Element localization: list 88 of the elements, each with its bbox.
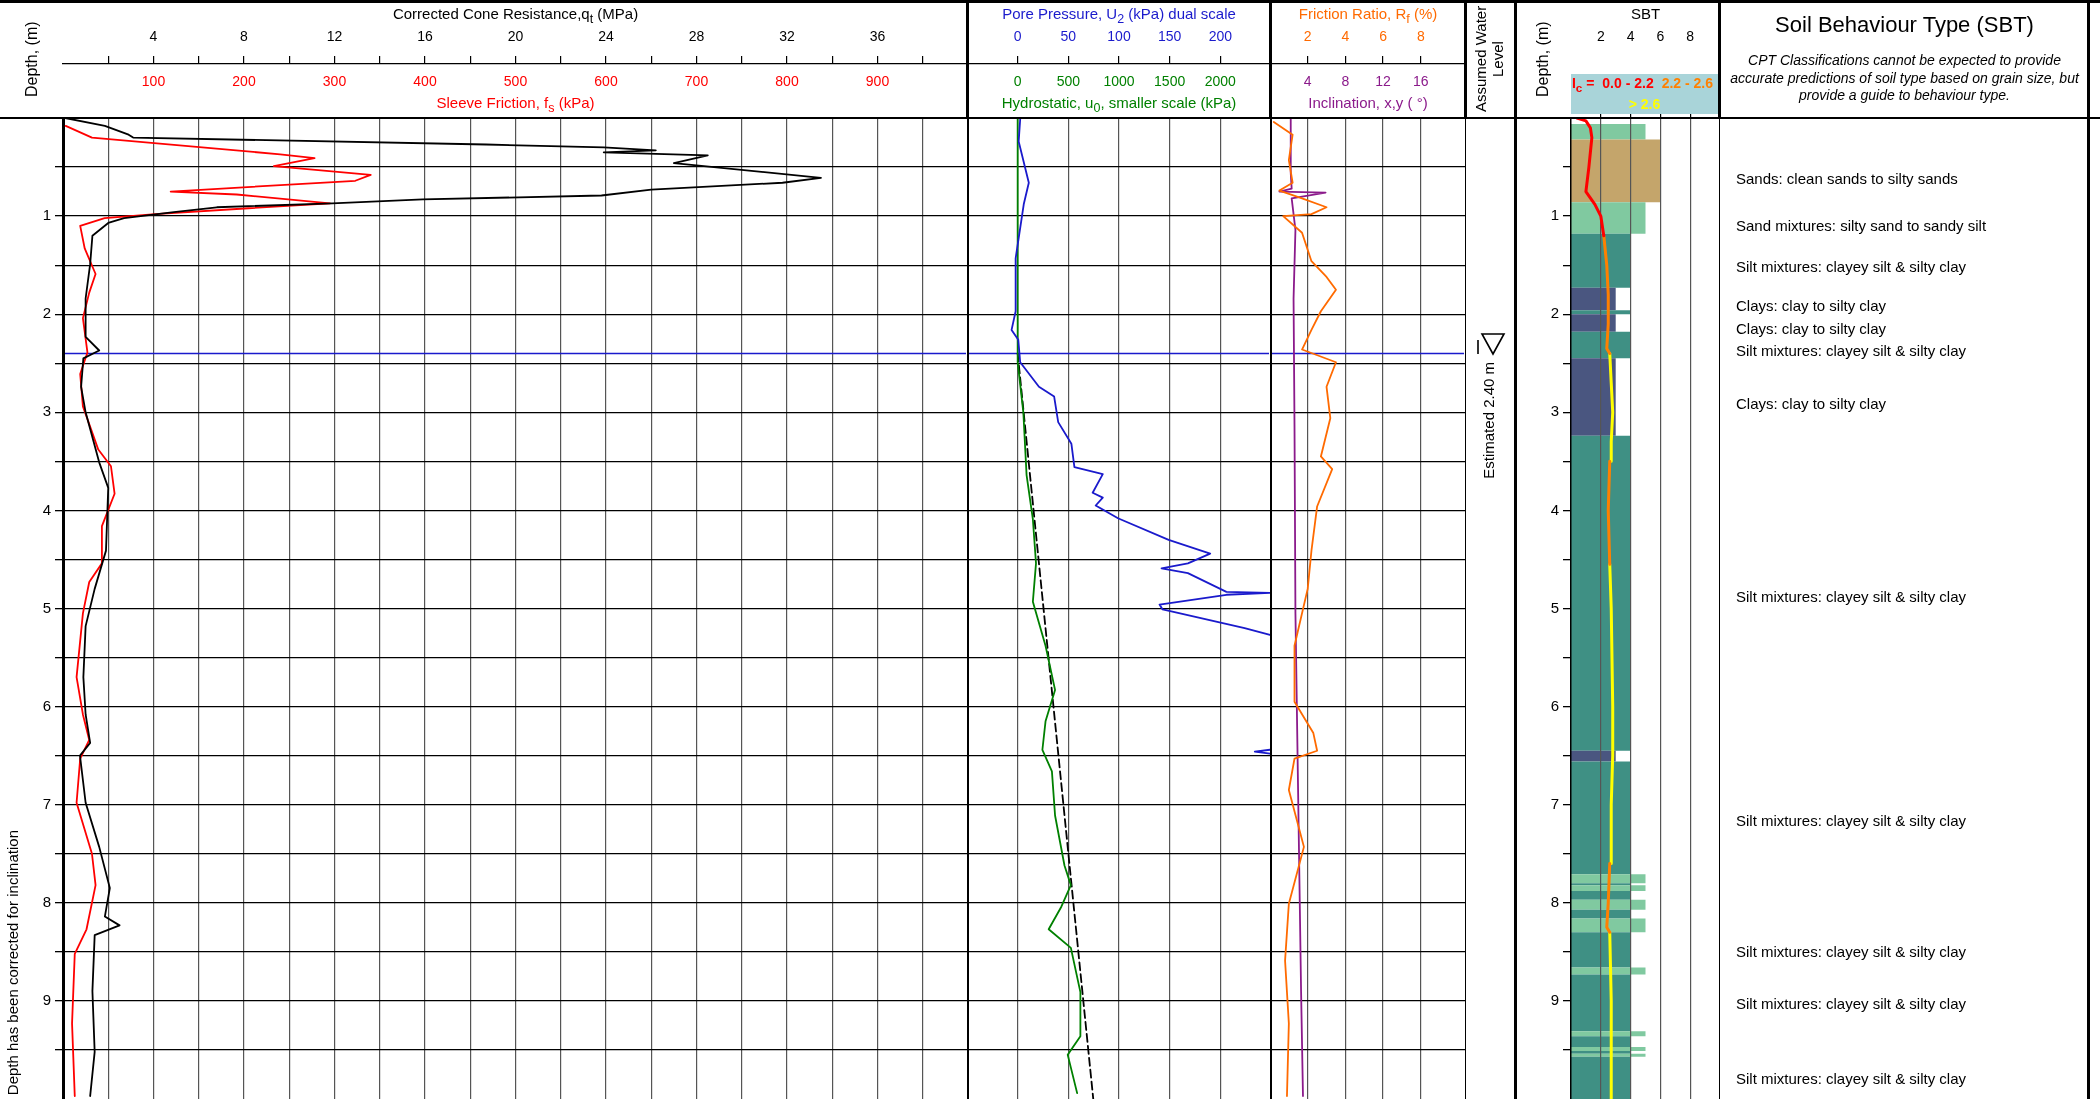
- x2-tick-label: 16: [1412, 73, 1429, 90]
- text: Depth has been corrected for inclination: [4, 829, 21, 1095]
- x-tick-label: 8: [1416, 28, 1425, 45]
- x-tick-label: 2: [1596, 28, 1605, 45]
- y-tick-label: 5: [42, 598, 51, 616]
- y-tick-label: 4: [1550, 500, 1559, 518]
- text: Sands: clean sands to silty sands: [1736, 170, 1958, 188]
- y-tick-label: 5: [1550, 598, 1559, 616]
- x-tick-label: 20: [507, 28, 524, 45]
- x-axis-title: Friction Ratio, R$_{f}$ (%): [1297, 5, 1439, 26]
- x-tick-label: 16: [417, 28, 433, 45]
- x-tick-label: 28: [688, 28, 705, 45]
- x2-tick-label: 800: [775, 73, 799, 90]
- x-tick-label: 2: [1303, 28, 1312, 45]
- y-tick-label: 1: [1550, 206, 1559, 224]
- text: Clays: clay to silty clay: [1736, 297, 1887, 315]
- x2-tick-label: 300: [322, 73, 347, 90]
- text: Silt mixtures: clayey silt & silty clay: [1736, 1070, 1967, 1088]
- text: Clays: clay to silty clay: [1736, 320, 1887, 338]
- text: Soil Behaviour Type (SBT): [1774, 12, 2035, 38]
- x-tick-label: 0: [1013, 28, 1022, 45]
- y-tick-label: 9: [1550, 991, 1559, 1009]
- x-tick-label: 8: [1686, 28, 1695, 45]
- x-tick-label: 6: [1656, 28, 1665, 45]
- text: Assumed Water Level: [1472, 4, 1507, 115]
- y-tick-label: 6: [42, 696, 51, 714]
- y-tick-label: 8: [1550, 892, 1559, 910]
- y-tick-label: 3: [42, 402, 51, 420]
- text: Silt mixtures: clayey silt & silty clay: [1736, 995, 1967, 1013]
- x2-tick-label: 900: [865, 73, 890, 90]
- x-tick-label: 100: [1107, 28, 1131, 45]
- y-tick-label: 7: [1550, 794, 1559, 812]
- x2-tick-label: 1500: [1154, 73, 1186, 90]
- x-tick-label: 4: [1626, 28, 1635, 45]
- text: Silt mixtures: clayey silt & silty clay: [1736, 588, 1967, 606]
- text: Clays: clay to silty clay: [1736, 395, 1887, 413]
- text: 0.0 - 2.2: [1602, 75, 1654, 92]
- x-axis-title: Corrected Cone Resistance,q$_{t}$ (MPa): [391, 5, 640, 26]
- x-tick-label: 36: [869, 28, 886, 45]
- x-tick-label: 32: [779, 28, 795, 45]
- x-tick-label: 24: [598, 28, 614, 45]
- x2-tick-label: 500: [1056, 73, 1081, 90]
- x-tick-label: 4: [149, 28, 158, 45]
- x2-axis-title: Sleeve Friction, f$_{s}$ (kPa): [435, 94, 596, 115]
- text: Estimated 2.40 m: [1479, 362, 1498, 479]
- y-tick-label: 8: [42, 892, 51, 910]
- x2-tick-label: 1000: [1103, 73, 1135, 90]
- x2-axis-title: Inclination, x,y ( °): [1307, 94, 1429, 111]
- text: CPT Classifications cannot be expected to provide accurate predictions of soil type based on grain size, but provide a guide to behaviour type.: [1729, 52, 2081, 105]
- x2-tick-label: 500: [503, 73, 528, 90]
- y-axis-title: Depth, (m): [22, 20, 41, 99]
- x2-axis-title: Hydrostatic, u$_{0}$, smaller scale (kPa): [1000, 94, 1238, 115]
- x-tick-label: 8: [240, 28, 249, 45]
- x2-tick-label: 400: [413, 73, 437, 90]
- x2-tick-label: 100: [141, 73, 166, 90]
- y-tick-label: 6: [1550, 696, 1559, 714]
- text: Silt mixtures: clayey silt & silty clay: [1736, 812, 1967, 830]
- x2-tick-label: 12: [1375, 73, 1392, 90]
- y-tick-label: 2: [42, 304, 51, 322]
- x-tick-label: 6: [1379, 28, 1388, 45]
- x-axis-title: Pore Pressure, U$_{2}$ (kPa) dual scale: [1001, 5, 1237, 26]
- y-tick-label: 2: [1550, 304, 1559, 322]
- y-tick-label: 1: [42, 206, 51, 224]
- x2-tick-label: 200: [232, 73, 256, 90]
- x2-tick-label: 8: [1341, 73, 1350, 90]
- text: Silt mixtures: clayey silt & silty clay: [1736, 342, 1967, 360]
- y-tick-label: 4: [42, 500, 51, 518]
- x-tick-label: 200: [1208, 28, 1233, 45]
- text: Sand mixtures: silty sand to sandy silt: [1736, 217, 1987, 235]
- x-axis-title: SBT: [1629, 5, 1662, 22]
- text: 2.2 - 2.6: [1661, 75, 1714, 92]
- legend-title: I$_{c}$ =: [1571, 75, 1596, 94]
- x-tick-label: 150: [1157, 28, 1182, 45]
- y-axis-title: Depth, (m): [1533, 20, 1552, 99]
- x-tick-label: 4: [1341, 28, 1350, 45]
- x2-tick-label: 0: [1013, 73, 1022, 90]
- text: Silt mixtures: clayey silt & silty clay: [1736, 258, 1967, 276]
- y-tick-label: 3: [1550, 402, 1559, 420]
- text: Silt mixtures: clayey silt & silty clay: [1736, 943, 1967, 961]
- x2-tick-label: 4: [1303, 73, 1312, 90]
- x2-tick-label: 600: [594, 73, 618, 90]
- y-tick-label: 7: [42, 794, 51, 812]
- y-tick-label: 9: [42, 991, 51, 1009]
- x2-tick-label: 700: [684, 73, 709, 90]
- x2-tick-label: 2000: [1204, 73, 1237, 90]
- text: > 2.6: [1628, 95, 1661, 113]
- x-tick-label: 12: [326, 28, 343, 45]
- x-tick-label: 50: [1060, 28, 1077, 45]
